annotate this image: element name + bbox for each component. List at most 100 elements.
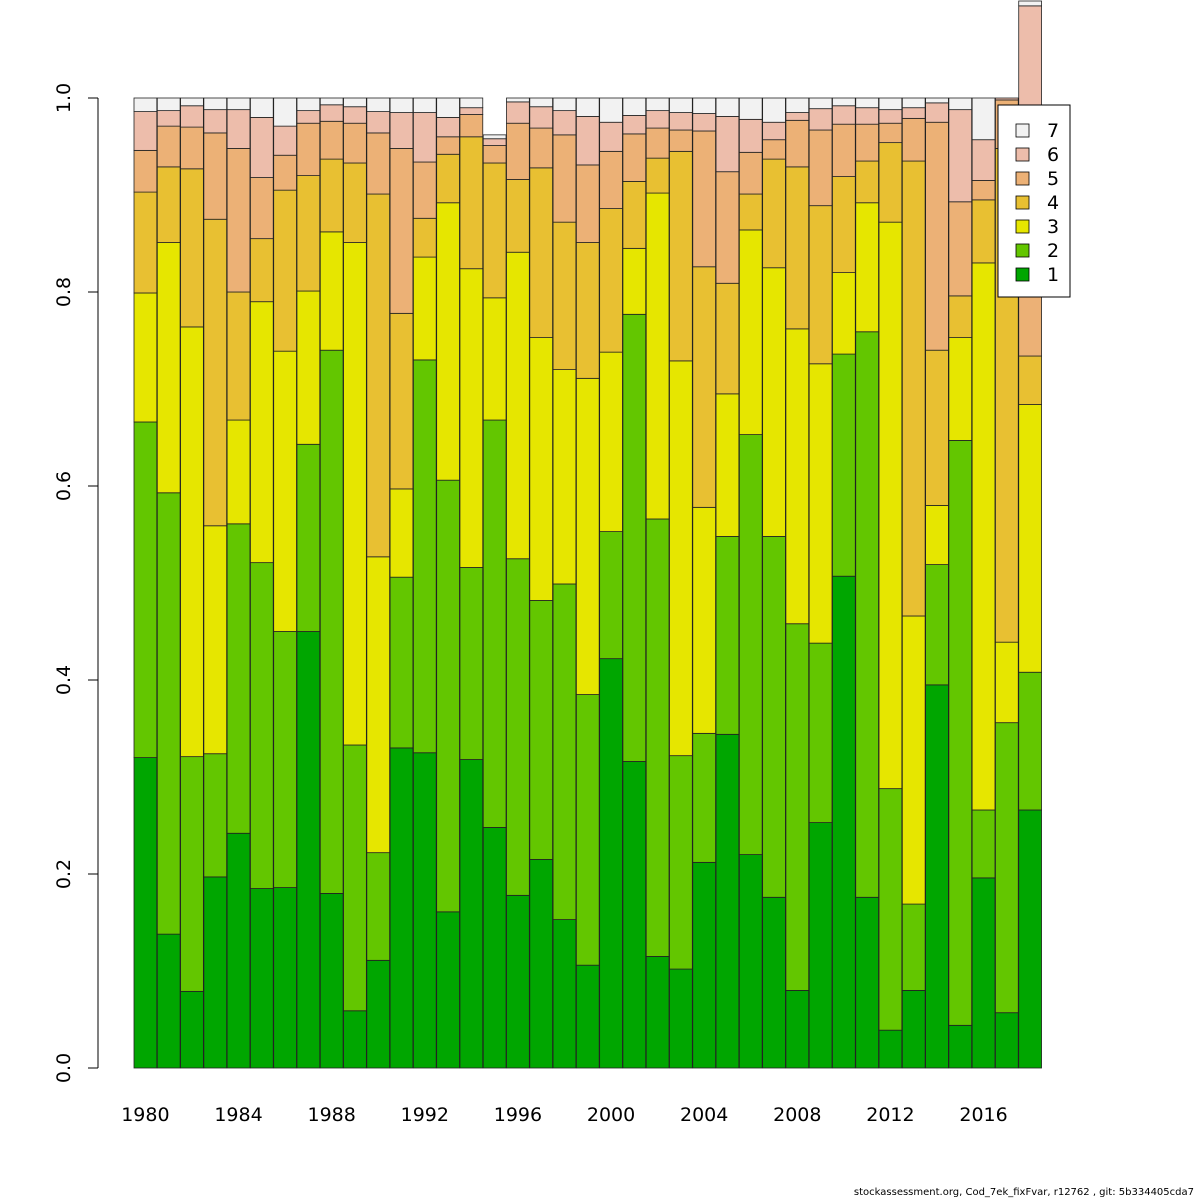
bar-segment-2012-age-6 <box>878 109 903 124</box>
bar-segment-1986-age-4 <box>273 189 297 352</box>
bar-segment-1987-age-7 <box>296 97 321 112</box>
bar-segment-2008-age-3 <box>785 328 810 625</box>
bar-segment-1982-age-5 <box>180 126 204 170</box>
bar-segment-2012-age-1 <box>878 1029 903 1069</box>
bar-segment-1999-age-6 <box>575 116 600 166</box>
bar-segment-2010-age-5 <box>832 123 856 177</box>
bar-segment-2005-age-3 <box>715 393 740 537</box>
bar-segment-1981-age-4 <box>156 166 181 243</box>
bar-segment-2013-age-4 <box>901 160 926 617</box>
bar-segment-2002-age-6 <box>645 110 670 129</box>
bar-segment-1992-age-7 <box>412 97 437 113</box>
bar-segment-1990-age-2 <box>366 852 391 961</box>
bar-segment-2015-age-7 <box>948 97 973 111</box>
bar-segment-1993-age-1 <box>436 911 460 1069</box>
bar-segment-1985-age-5 <box>250 177 274 240</box>
bar-segment-2015-age-4 <box>948 295 973 338</box>
bar-segment-2015-age-6 <box>948 109 973 203</box>
bar-segment-1994-age-6 <box>459 107 484 115</box>
bar-segment-1990-age-7 <box>366 97 391 112</box>
bar-segment-1991-age-1 <box>389 747 414 1069</box>
bar-segment-1995-age-6 <box>482 138 507 146</box>
bar-segment-1992-age-2 <box>412 359 437 754</box>
bar-segment-1988-age-7 <box>319 97 344 106</box>
legend-swatch-age-4 <box>1015 195 1030 210</box>
bar-segment-2002-age-4 <box>645 157 670 194</box>
bar-segment-1982-age-4 <box>180 168 204 328</box>
bar-segment-1998-age-7 <box>552 97 577 112</box>
bar-segment-2008-age-5 <box>785 119 810 168</box>
bar-segment-1982-age-1 <box>180 990 204 1069</box>
legend-label-age-2: 2 <box>1047 240 1059 262</box>
bar-area <box>133 0 1042 1069</box>
legend-label-age-3: 3 <box>1047 216 1059 238</box>
bar-segment-2006-age-6 <box>738 118 763 153</box>
bar-segment-1984-age-7 <box>226 97 251 111</box>
bar-segment-2015-age-2 <box>948 440 973 1026</box>
bar-segment-1984-age-4 <box>226 291 251 421</box>
bar-segment-2007-age-5 <box>762 139 786 160</box>
bar-segment-2001-age-2 <box>622 313 647 762</box>
bar-segment-1991-age-5 <box>389 148 414 314</box>
y-axis: 0.0 0.2 0.4 0.6 0.8 1.0 <box>53 83 99 1083</box>
bar-segment-1984-age-2 <box>226 523 251 834</box>
bar-segment-1986-age-6 <box>273 125 297 156</box>
bar-segment-1984-age-1 <box>226 832 251 1069</box>
bar-segment-2013-age-6 <box>901 107 926 119</box>
bar-segment-2009-age-1 <box>808 822 833 1069</box>
bar-segment-2008-age-2 <box>785 623 810 991</box>
x-tick-label: 1992 <box>401 1104 449 1126</box>
y-tick-label: 0.4 <box>53 665 75 695</box>
bar-segment-2005-age-2 <box>715 536 740 735</box>
bar-segment-2005-age-1 <box>715 733 740 1069</box>
x-tick-label: 1980 <box>121 1104 169 1126</box>
bar-segment-1990-age-6 <box>366 111 391 134</box>
bar-segment-1993-age-7 <box>436 97 460 118</box>
bar-segment-2003-age-1 <box>669 968 693 1069</box>
legend-swatch-age-7 <box>1015 123 1030 138</box>
bar-segment-2009-age-5 <box>808 129 833 207</box>
bar-segment-1983-age-6 <box>203 109 228 134</box>
bar-segment-1991-age-4 <box>389 312 414 490</box>
bar-segment-2016-age-5 <box>971 180 996 201</box>
x-tick-label: 2000 <box>587 1104 635 1126</box>
bar-segment-2011-age-3 <box>855 202 879 333</box>
bar-segment-1994-age-5 <box>459 114 484 138</box>
bar-segment-2002-age-2 <box>645 518 670 957</box>
x-tick-label: 1984 <box>214 1104 262 1126</box>
bar-segment-2011-age-1 <box>855 896 879 1069</box>
bar-segment-1994-age-2 <box>459 567 484 760</box>
bar-segment-2016-age-7 <box>971 97 996 141</box>
bar-segment-2009-age-2 <box>808 642 833 823</box>
bar-segment-1989-age-4 <box>343 162 367 243</box>
bar-segment-1988-age-6 <box>319 104 344 122</box>
bar-segment-2010-age-3 <box>832 272 856 355</box>
bar-segment-1983-age-4 <box>203 218 228 527</box>
bar-segment-1987-age-1 <box>296 631 321 1069</box>
legend-label-age-7: 7 <box>1047 120 1059 142</box>
bar-segment-1980-age-2 <box>133 421 158 759</box>
bar-segment-1981-age-1 <box>156 933 181 1069</box>
bar-segment-1980-age-7 <box>133 97 158 112</box>
bar-segment-2000-age-2 <box>599 531 623 660</box>
bar-segment-1983-age-5 <box>203 132 228 220</box>
bar-segment-1998-age-4 <box>552 221 577 371</box>
x-tick-label: 2012 <box>866 1104 914 1126</box>
bar-segment-1980-age-6 <box>133 111 158 151</box>
bar-segment-2015-age-5 <box>948 201 973 297</box>
bar-segment-1983-age-2 <box>203 753 228 878</box>
bar-segment-1998-age-2 <box>552 583 577 920</box>
bar-segment-1999-age-7 <box>575 97 600 117</box>
bar-segment-2002-age-7 <box>645 97 670 112</box>
bar-segment-1991-age-3 <box>389 488 414 578</box>
bar-segment-1997-age-4 <box>529 167 554 338</box>
bar-segment-1984-age-6 <box>226 109 251 149</box>
bar-segment-1995-age-1 <box>482 827 507 1069</box>
legend-swatch-age-5 <box>1015 171 1030 186</box>
bar-segment-1987-age-6 <box>296 110 321 124</box>
bar-segment-1998-age-6 <box>552 110 577 136</box>
bar-segment-2017-age-6 <box>995 97 1019 101</box>
bar-segment-2004-age-7 <box>692 97 716 114</box>
legend-label-age-1: 1 <box>1047 264 1059 286</box>
